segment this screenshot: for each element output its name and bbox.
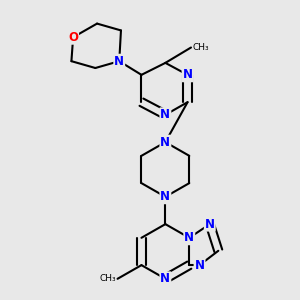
- Text: N: N: [184, 231, 194, 244]
- Text: N: N: [205, 218, 215, 231]
- Text: N: N: [160, 136, 170, 148]
- Text: N: N: [160, 108, 170, 121]
- Text: N: N: [194, 259, 205, 272]
- Text: N: N: [160, 190, 170, 203]
- Text: N: N: [183, 68, 193, 81]
- Text: CH₃: CH₃: [99, 274, 116, 283]
- Text: N: N: [160, 272, 170, 285]
- Text: CH₃: CH₃: [193, 43, 209, 52]
- Text: O: O: [68, 31, 78, 44]
- Text: N: N: [114, 55, 124, 68]
